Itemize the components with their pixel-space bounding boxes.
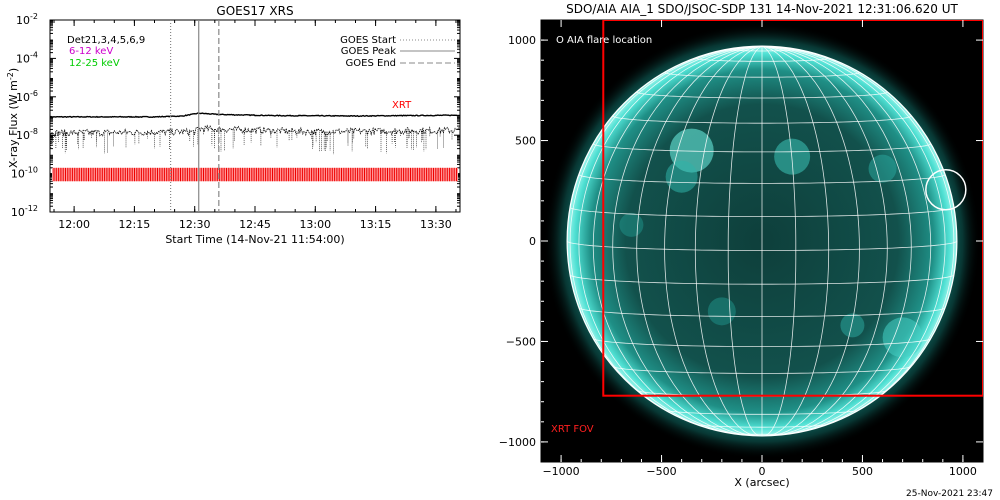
grid-line <box>761 46 888 436</box>
aia-ytick-label-1: 500 <box>515 135 536 148</box>
grid-line <box>761 46 860 436</box>
goes-event-lines <box>169 20 220 212</box>
goes-ytick-label-5: 10-2 <box>16 12 38 27</box>
grid-line <box>694 46 763 436</box>
legend-goes-end: GOES End <box>346 58 396 69</box>
goes-series-0 <box>49 112 461 119</box>
aia-ytick-label-4: −1000 <box>499 436 536 449</box>
goes-xtick-label-1: 12:15 <box>119 218 151 231</box>
goes-ytick-label-3: 10-6 <box>16 89 38 104</box>
aia-y-axis: 1000 500 0 −500 −1000 <box>499 34 983 449</box>
grid-line <box>761 46 932 436</box>
goes-ytick-label-1: 10-10 <box>11 166 38 181</box>
grid-line <box>592 46 763 436</box>
aia-xlabel: X (arcsec) <box>734 476 789 489</box>
solar-limb <box>566 45 958 437</box>
goes-title: GOES17 XRS <box>216 4 293 18</box>
legend-goes-start: GOES Start <box>340 35 396 46</box>
goes-plot: GOES17 XRS 12:00 12:15 12:30 12:45 13:00 13:1… <box>6 4 461 246</box>
goes-xtick-label-0: 12:00 <box>58 218 90 231</box>
aia-xtick-label-3: 500 <box>852 465 873 478</box>
detector-label: Det21,3,4,5,6,9 <box>67 35 145 46</box>
xrt-markers <box>52 167 458 182</box>
goes-legend: GOES Start GOES Peak GOES End <box>340 35 455 69</box>
flare-location-marker <box>925 169 967 211</box>
grid-line <box>664 46 763 436</box>
legend-goes-peak: GOES Peak <box>341 46 396 57</box>
active-region <box>707 297 736 326</box>
aia-xtick-label-4: 1000 <box>949 465 977 478</box>
active-region <box>868 154 897 183</box>
aia-ytick-label-0: 1000 <box>508 34 536 47</box>
grid-line <box>636 46 763 436</box>
active-region <box>840 313 865 338</box>
xrt-fov-box <box>602 20 983 397</box>
goes-xlabel: Start Time (14-Nov-21 11:54:00) <box>165 233 344 246</box>
active-region <box>665 160 698 193</box>
xrt-fov-label: XRT FOV <box>551 424 594 435</box>
grid-line <box>761 46 912 436</box>
goes-ytick-label-0: 10-12 <box>11 204 38 219</box>
goes-xtick-label-4: 13:00 <box>299 218 331 231</box>
grid-line <box>727 46 763 436</box>
xrt-band <box>52 167 458 182</box>
goes-xtick-label-5: 13:15 <box>360 218 392 231</box>
grid-line <box>612 46 763 436</box>
grid-line <box>761 46 830 436</box>
active-region <box>882 317 923 358</box>
goes-y-axis: 10-12 10-10 10-8 10-6 10-4 10-2 <box>11 12 460 219</box>
goes-xtick-label-6: 13:30 <box>420 218 452 231</box>
goes-series-1 <box>49 124 461 137</box>
goes-ytick-label-4: 10-4 <box>16 50 38 65</box>
goes-xtick-label-2: 12:30 <box>179 218 211 231</box>
timestamp: 25-Nov-2021 23:47 <box>906 489 993 499</box>
grid-line <box>569 46 763 427</box>
grid-line <box>578 46 763 435</box>
aia-ytick-label-3: −500 <box>506 335 536 348</box>
grid-line <box>761 46 955 427</box>
goes-ytick-label-2: 10-8 <box>16 127 38 142</box>
aia-ytick-label-2: 0 <box>529 235 536 248</box>
aia-plot: SDO/AIA AIA_1 SDO/JSOC-SDP 131 14-Nov-20… <box>499 2 984 489</box>
aia-title: SDO/AIA AIA_1 SDO/JSOC-SDP 131 14-Nov-20… <box>566 2 958 16</box>
active-region <box>619 212 644 237</box>
aia-xtick-label-2: 0 <box>759 465 766 478</box>
aia-xtick-label-1: −500 <box>646 465 676 478</box>
goes-ylabel: X-ray Flux (W m-2) <box>6 68 20 168</box>
grid-line <box>761 46 797 436</box>
band2-label: 12-25 keV <box>69 58 120 69</box>
band1-label: 6-12 keV <box>69 46 113 57</box>
goes-xtick-label-3: 12:45 <box>239 218 271 231</box>
flare-location-legend: O AIA flare location <box>556 35 652 46</box>
grid-line <box>761 46 946 435</box>
goes-x-axis: 12:00 12:15 12:30 12:45 13:00 13:15 13:30 <box>53 20 457 231</box>
xrt-label: XRT <box>392 100 412 111</box>
aia-xtick-label-0: −1000 <box>542 465 579 478</box>
aia-x-axis: −1000 −500 0 500 1000 <box>542 20 977 478</box>
